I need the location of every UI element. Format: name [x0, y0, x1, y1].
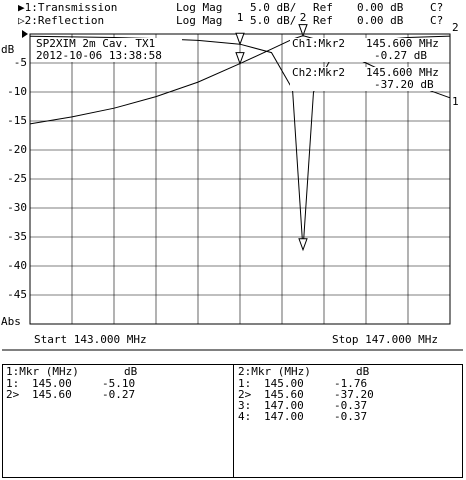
annotation-bg	[34, 50, 182, 62]
marker-triangle	[235, 32, 245, 46]
y-tick-label: -10	[7, 85, 27, 98]
table-cell: -0.27	[102, 388, 135, 401]
annotation-bg	[34, 38, 182, 50]
header-text: ▶1:Transmission	[18, 1, 117, 14]
y-tick-label: -20	[7, 143, 27, 156]
readout-label: Ch2:Mkr2	[292, 66, 345, 79]
readout-label: Ch1:Mkr2	[292, 37, 345, 50]
start-label: Start 143.000 MHz	[34, 333, 147, 346]
table-cell: 147.00	[264, 399, 304, 412]
table-header: dB	[124, 365, 138, 378]
table-cell: 1:	[6, 377, 19, 390]
header-text: C?	[430, 1, 443, 14]
table-cell: 147.00	[264, 410, 304, 423]
header-text: 5.0 dB/	[250, 14, 296, 27]
readout-freq: 145.600 MHz	[366, 37, 439, 50]
table-header: 2:Mkr (MHz)	[238, 365, 311, 378]
header-text: Ref	[313, 1, 333, 14]
table-cell: 145.00	[264, 377, 304, 390]
marker-label: 2	[300, 11, 307, 24]
y-tick-label: -25	[7, 172, 27, 185]
header-text: C?	[430, 14, 443, 27]
table-cell: -0.37	[334, 410, 367, 423]
annotation: 2012-10-06 13:38:58	[36, 49, 162, 62]
table-cell: 2>	[238, 388, 252, 401]
table-frame	[2, 364, 463, 478]
table-cell: 145.00	[32, 377, 72, 390]
table-cell: 3:	[238, 399, 251, 412]
y-unit-label: Abs	[1, 315, 21, 328]
table-cell: 145.60	[32, 388, 72, 401]
y-tick-label: -45	[7, 288, 27, 301]
header-text: 0.00 dB	[357, 1, 404, 14]
readout-bg	[290, 38, 448, 62]
readout-freq: 145.600 MHz	[366, 66, 439, 79]
trace-end-label: 2	[452, 21, 459, 34]
header-text: Log Mag	[176, 1, 222, 14]
header-text: ▷2:Reflection	[18, 14, 104, 27]
y-tick-label: -35	[7, 230, 27, 243]
table-cell: 2>	[6, 388, 20, 401]
readout-value: -0.27 dB	[374, 49, 427, 62]
readout-value: -37.20 dB	[374, 78, 434, 91]
header-text: Log Mag	[176, 14, 222, 27]
reference-arrow	[22, 30, 28, 38]
table-cell: 145.60	[264, 388, 304, 401]
table-cell: -0.37	[334, 399, 367, 412]
y-tick-label: -30	[7, 201, 27, 214]
marker-label: 1	[237, 11, 244, 24]
marker-triangle	[298, 24, 308, 38]
header-text: 5.0 dB/	[250, 1, 296, 14]
table-cell: -5.10	[102, 377, 135, 390]
table-cell: 4:	[238, 410, 251, 423]
header-text: 0.00 dB	[357, 14, 404, 27]
annotation: SP2XIM 2m Cav. TX1	[36, 37, 155, 50]
table-cell: -37.20	[334, 388, 374, 401]
y-tick-label: -40	[7, 259, 27, 272]
table-cell: 1:	[238, 377, 251, 390]
header-text: Ref	[313, 14, 333, 27]
table-cell: -1.76	[334, 377, 367, 390]
y-tick-label: -5	[14, 56, 27, 69]
y-tick-label: -15	[7, 114, 27, 127]
trace-end-label: 1	[452, 95, 459, 108]
table-header: dB	[356, 365, 370, 378]
marker-triangle	[235, 52, 245, 66]
stop-label: Stop 147.000 MHz	[332, 333, 438, 346]
marker-triangle	[298, 238, 308, 252]
readout-bg	[290, 67, 448, 91]
y-axis-label: dB	[1, 43, 15, 56]
table-header: 1:Mkr (MHz)	[6, 365, 79, 378]
